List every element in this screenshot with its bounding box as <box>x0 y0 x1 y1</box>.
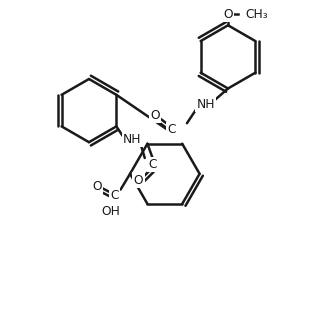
Text: C: C <box>167 123 175 136</box>
Text: O: O <box>92 180 102 193</box>
Text: NH: NH <box>123 132 141 146</box>
Text: C: C <box>110 189 119 203</box>
Text: O: O <box>223 8 233 21</box>
Text: NH: NH <box>197 98 215 111</box>
Text: O: O <box>151 109 160 122</box>
Text: C: C <box>148 158 157 171</box>
Text: O: O <box>134 173 143 187</box>
Text: CH₃: CH₃ <box>245 8 268 21</box>
Text: OH: OH <box>102 205 120 218</box>
